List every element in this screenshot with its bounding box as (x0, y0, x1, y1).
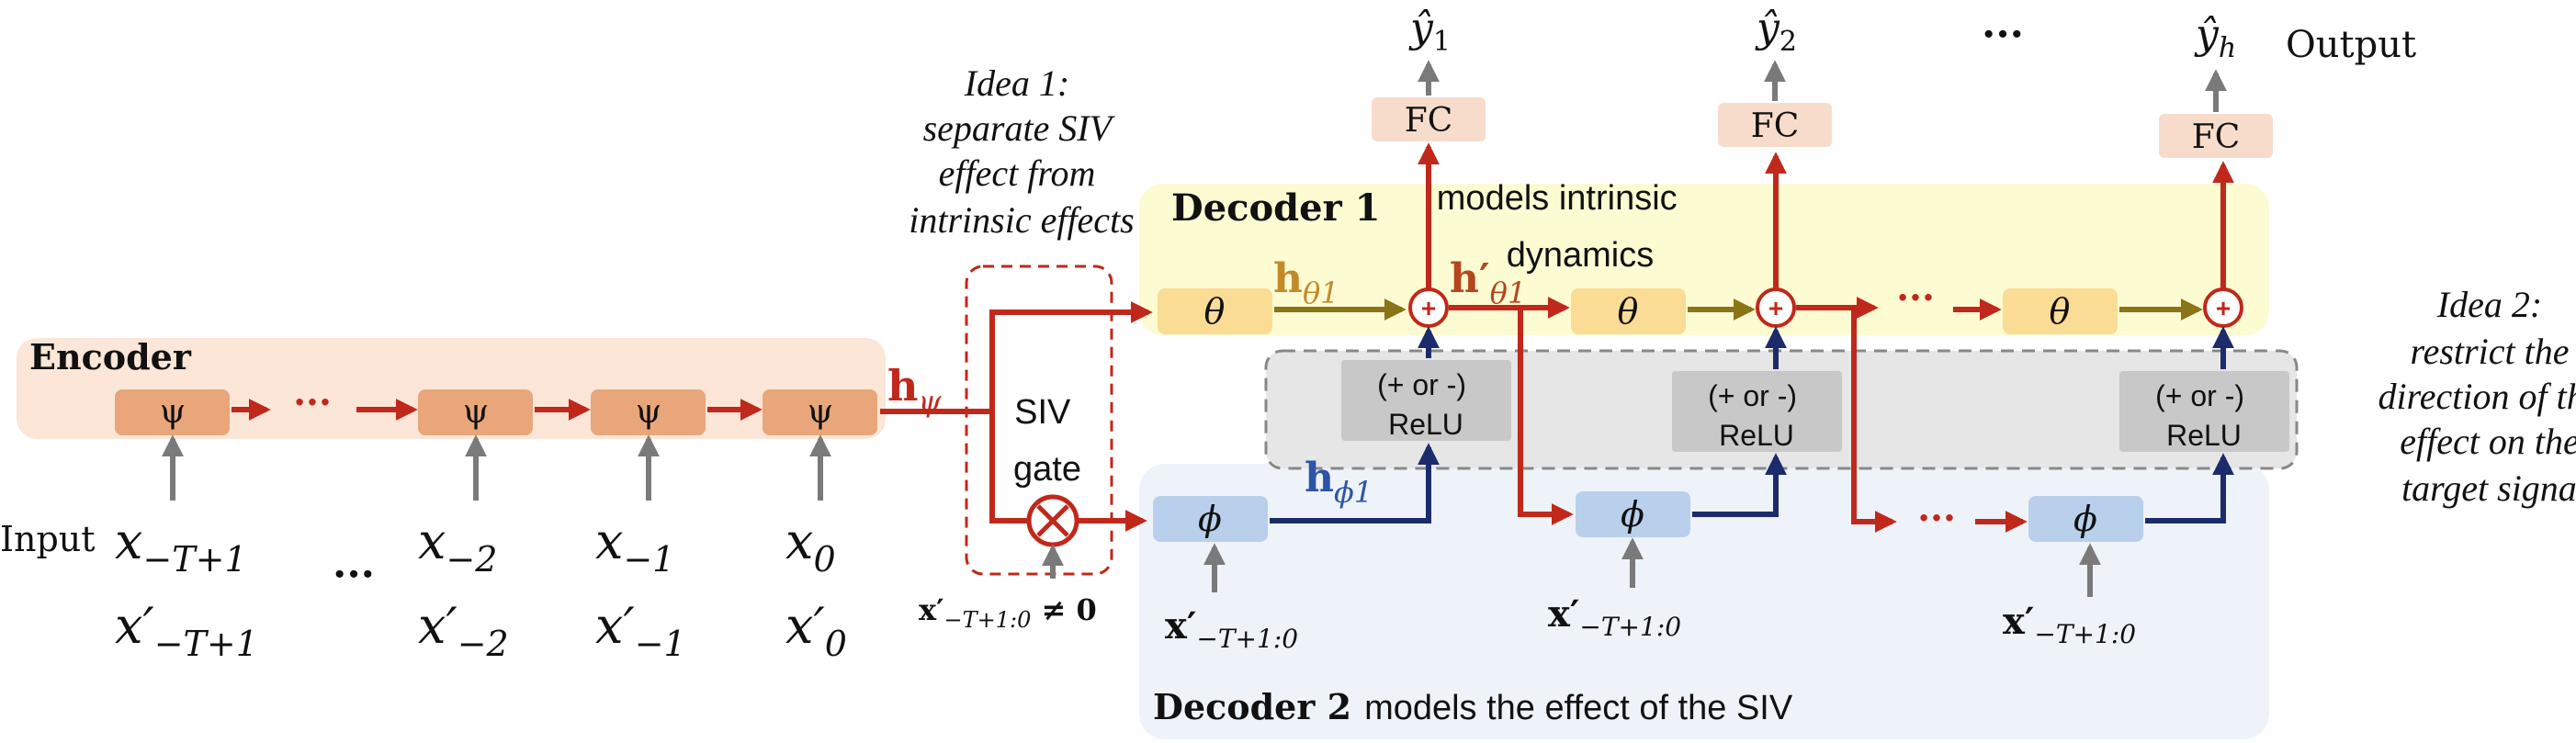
phi-cell-3 (2028, 496, 2143, 542)
decoder1-ellipsis: ··· (1896, 276, 1935, 320)
branch-to-decoder1 (989, 301, 1153, 411)
encoder-cell-3 (591, 389, 706, 435)
phi-symbol-3: ϕ (2073, 499, 2097, 539)
input-x-top-1: x−T+1 (115, 512, 247, 580)
phi-cell-1 (1153, 496, 1268, 542)
input-x-bottom-4: x′0 (785, 597, 847, 664)
psi-symbol-1: ψ (160, 393, 186, 431)
svg-text:+: + (1768, 294, 1783, 322)
decoder1-label: Decoder 1 (1171, 186, 1380, 230)
fc-box-2 (1718, 103, 1832, 147)
sum-node-3: + (2203, 287, 2243, 328)
relu-cell-2 (1672, 371, 1842, 452)
sum2-to-phi3-a (1851, 308, 1897, 533)
decoder2-ellipsis: ··· (1917, 497, 1956, 540)
encoder-ellipsis: ··· (293, 381, 332, 424)
relu-label-2: (+ or -) ReLU (1708, 379, 1805, 452)
svg-text:+: + (1421, 294, 1436, 322)
encoder-cell-2 (418, 389, 533, 435)
fc-box-3 (2159, 114, 2273, 158)
psi-symbol-2: ψ (463, 393, 489, 431)
input-x-bottom-2: x′−2 (418, 597, 509, 664)
theta-cell-2 (1571, 288, 1686, 334)
decoder2-panel (1139, 464, 2269, 739)
theta-cell-3 (2003, 288, 2118, 334)
psi-symbol-4: ψ (808, 393, 833, 431)
encoder-cell-1 (115, 389, 230, 435)
input-x-bottom-3: x′−1 (595, 597, 686, 664)
phi2-input: x′−T+1:0 (1548, 592, 1681, 642)
phi2-to-relu2 (1692, 453, 1787, 517)
idea2-text: Idea 2: restrict the direction of the ef… (2378, 284, 2576, 509)
branch-to-siv-gate (989, 411, 1027, 523)
output-yh: ŷh (2194, 11, 2236, 64)
phi-symbol-2: ϕ (1621, 494, 1644, 535)
input-ellipsis: ··· (333, 551, 375, 598)
relu-label-1: (+ or -) ReLU (1377, 368, 1474, 441)
siv-gate-dashed-box (965, 265, 1113, 576)
theta-symbol-3: θ (2050, 291, 2071, 332)
sum-node-2: + (1756, 287, 1796, 328)
encoder-cell-4 (763, 389, 877, 435)
relu-label-3: (+ or -) ReLU (2155, 379, 2253, 452)
input-x-top-4: x0 (785, 512, 836, 580)
sum-node-1: + (1408, 287, 1449, 328)
input-label: Input (0, 519, 96, 559)
encoder-label: Encoder (29, 336, 192, 377)
psi-symbol-3: ψ (636, 393, 661, 431)
input-x-top-3: x−1 (595, 512, 675, 580)
decoder2-label: Decoder 2 models the effect of the SIV (1153, 686, 1793, 727)
output-y1: ŷ1 (1408, 5, 1451, 58)
h-theta-prime-label: h′θ1 (1450, 255, 1526, 310)
sum1-to-phi2 (1518, 308, 1574, 525)
fc-label-1: FC (1405, 102, 1453, 140)
idea1-text: Idea 1: separate SIV effect from intrins… (909, 62, 1135, 241)
fc-label-3: FC (2192, 118, 2241, 156)
theta-cell-1 (1158, 288, 1272, 334)
h-theta-label: hθ1 (1273, 255, 1339, 310)
fc-box-1 (1372, 97, 1486, 141)
siv-gate-label: SIV gate (1013, 393, 1081, 489)
phi3-to-relu3 (2145, 453, 2234, 523)
theta-symbol-1: θ (1204, 291, 1226, 332)
output-label: Output (2286, 24, 2416, 66)
relu-cell-3 (2119, 371, 2289, 452)
siv-condition: x′−T+1:0 ≠ 0 (919, 592, 1097, 633)
input-x-bottom-1: x′−T+1 (115, 597, 258, 664)
phi-cell-2 (1576, 491, 1690, 537)
decoder1-desc: models intrinsic dynamics (1437, 179, 1687, 275)
output-ellipsis: ··· (1982, 11, 2024, 58)
phi3-input: x′−T+1:0 (2003, 600, 2136, 649)
output-y2: ŷ2 (1755, 5, 1797, 58)
relu-cell-1 (1341, 360, 1511, 441)
theta-symbol-2: θ (1618, 291, 1639, 332)
input-x-top-2: x−2 (418, 512, 498, 580)
svg-text:+: + (2216, 294, 2231, 322)
phi1-to-relu1 (1270, 443, 1440, 523)
fc-label-2: FC (1751, 107, 1800, 145)
phi-symbol-1: ϕ (1198, 499, 1222, 539)
phi1-input: x′−T+1:0 (1165, 604, 1298, 654)
h-phi-label: hϕ1 (1305, 455, 1373, 510)
